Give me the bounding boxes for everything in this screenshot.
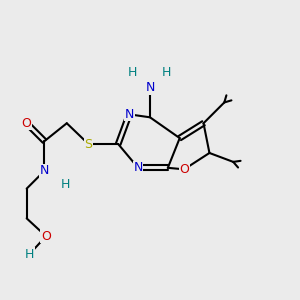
Text: O: O [41,230,51,243]
Text: H: H [61,178,70,191]
Text: H: H [162,66,171,79]
Text: N: N [145,81,155,94]
Text: N: N [124,108,134,121]
Text: H: H [128,66,137,79]
Text: N: N [40,164,49,177]
Text: O: O [22,117,32,130]
Text: H: H [25,248,34,260]
Text: S: S [85,138,92,151]
Text: N: N [134,161,143,174]
Text: O: O [179,163,189,176]
